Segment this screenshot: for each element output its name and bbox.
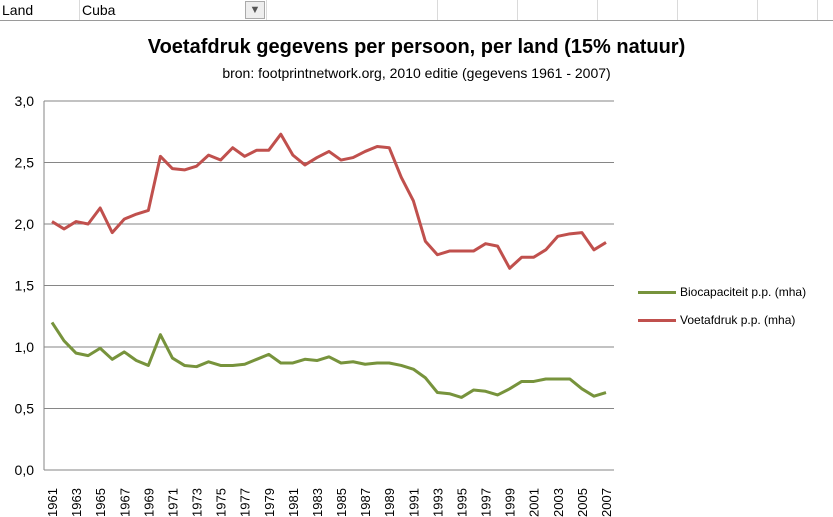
legend-item-biocapaciteit: Biocapaciteit p.p. (mha) — [638, 285, 806, 299]
y-tick-label: 1,5 — [15, 278, 35, 294]
x-tick-label: 1973 — [190, 488, 205, 517]
x-tick-label: 2007 — [599, 488, 614, 517]
y-tick-label: 0,5 — [15, 401, 35, 417]
x-tick-label: 1995 — [454, 488, 469, 517]
x-tick-label: 1977 — [238, 488, 253, 517]
legend-swatch — [638, 290, 676, 294]
x-tick-label: 2005 — [575, 488, 590, 517]
y-tick-label: 3,0 — [15, 93, 35, 109]
x-tick-label: 1983 — [310, 488, 325, 517]
empty-cell[interactable] — [598, 0, 678, 20]
series-line-0 — [50, 321, 607, 399]
x-tick-label: 1989 — [382, 488, 397, 517]
x-tick-label: 1965 — [93, 488, 108, 517]
empty-cell[interactable] — [438, 0, 518, 20]
x-tick-label: 1979 — [262, 488, 277, 517]
x-tick-label: 1981 — [286, 488, 301, 517]
x-tick-label: 1969 — [141, 488, 156, 517]
legend-item-voetafdruk: Voetafdruk p.p. (mha) — [638, 313, 795, 327]
legend-label: Voetafdruk p.p. (mha) — [680, 313, 796, 327]
x-tick-label: 2003 — [551, 488, 566, 517]
filter-icon[interactable]: ▼ — [245, 1, 265, 19]
x-tick-label: 1971 — [165, 488, 180, 517]
x-tick-label: 1975 — [214, 488, 229, 517]
y-tick-label: 0,0 — [15, 462, 35, 478]
y-tick-label: 2,5 — [15, 155, 35, 171]
empty-cell[interactable] — [267, 0, 438, 20]
series-line-1 — [51, 132, 607, 270]
x-tick-label: 1997 — [479, 488, 494, 517]
x-tick-label: 1993 — [430, 488, 445, 517]
empty-cell[interactable] — [518, 0, 598, 20]
x-tick-label: 1963 — [69, 488, 84, 517]
land-value-cell[interactable]: Cuba — [80, 0, 267, 20]
x-tick-label: 2001 — [527, 488, 542, 517]
empty-cell[interactable] — [758, 0, 818, 20]
x-tick-label: 1985 — [334, 488, 349, 517]
sheet-header-row: Land Cuba ▼ — [0, 0, 833, 21]
x-tick-label: 1967 — [117, 488, 132, 517]
x-tick-label: 1999 — [503, 488, 518, 517]
chart-title: Voetafdruk gegevens per persoon, per lan… — [147, 36, 686, 58]
empty-cell[interactable] — [678, 0, 758, 20]
land-label-cell[interactable]: Land — [0, 0, 80, 20]
chart-subtitle: bron: footprintnetwork.org, 2010 editie … — [222, 65, 611, 81]
legend-swatch — [638, 318, 676, 322]
legend-label: Biocapaciteit p.p. (mha) — [680, 285, 807, 299]
x-tick-label: 1991 — [406, 488, 421, 517]
x-tick-label: 1961 — [45, 488, 60, 517]
x-tick-label: 1987 — [358, 488, 373, 517]
y-tick-label: 2,0 — [15, 216, 35, 232]
y-tick-label: 1,0 — [15, 339, 35, 355]
